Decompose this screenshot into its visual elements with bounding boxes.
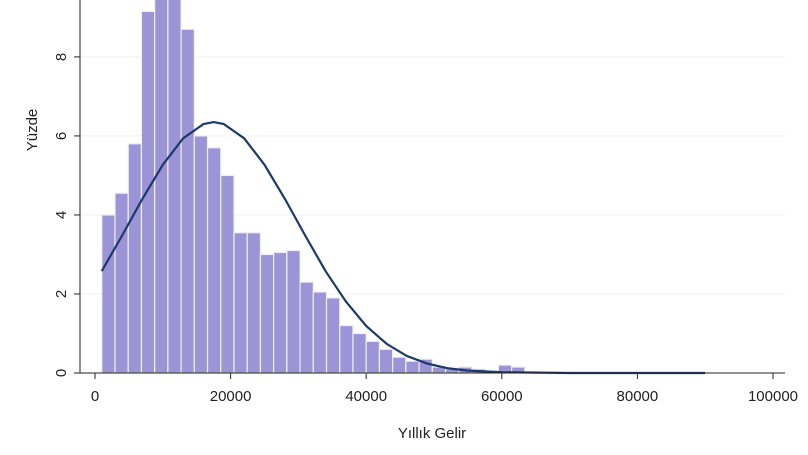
- bar: [180, 28, 195, 374]
- bar: [101, 214, 116, 374]
- bar: [286, 249, 301, 374]
- bar: [193, 135, 209, 374]
- bar: [339, 324, 354, 374]
- bar: [378, 348, 394, 374]
- x-tick-label: 100000: [748, 388, 798, 405]
- bar: [312, 291, 328, 374]
- bar: [154, 0, 169, 374]
- y-tick-label: 8: [53, 53, 70, 61]
- bar: [140, 10, 156, 374]
- bar: [405, 360, 420, 374]
- bar: [352, 332, 367, 374]
- x-tick-label: 20000: [210, 388, 252, 405]
- fit-curve: [100, 120, 706, 375]
- bar: [299, 281, 314, 374]
- bar: [127, 143, 143, 374]
- bar: [114, 192, 129, 374]
- bar: [206, 147, 222, 374]
- x-tick-label: 60000: [481, 388, 523, 405]
- y-axis-title: Yüzde: [24, 109, 41, 152]
- y-tick-label: 4: [53, 211, 70, 219]
- bar: [273, 251, 288, 374]
- x-axis-title: Yıllık Gelir: [398, 425, 466, 442]
- x-tick-label: 80000: [617, 388, 659, 405]
- x-tick-label: 40000: [345, 388, 387, 405]
- bar: [246, 232, 262, 374]
- bar: [392, 356, 407, 374]
- y-tick-label: 0: [53, 369, 70, 377]
- x-tick-label: 0: [91, 388, 99, 405]
- bar: [167, 0, 182, 374]
- y-tick-label: 6: [53, 132, 70, 140]
- bar: [325, 297, 341, 374]
- y-tick-label: 2: [53, 290, 70, 298]
- bar: [233, 232, 248, 374]
- bar: [220, 174, 235, 374]
- bar: [259, 253, 275, 374]
- bar: [365, 340, 381, 374]
